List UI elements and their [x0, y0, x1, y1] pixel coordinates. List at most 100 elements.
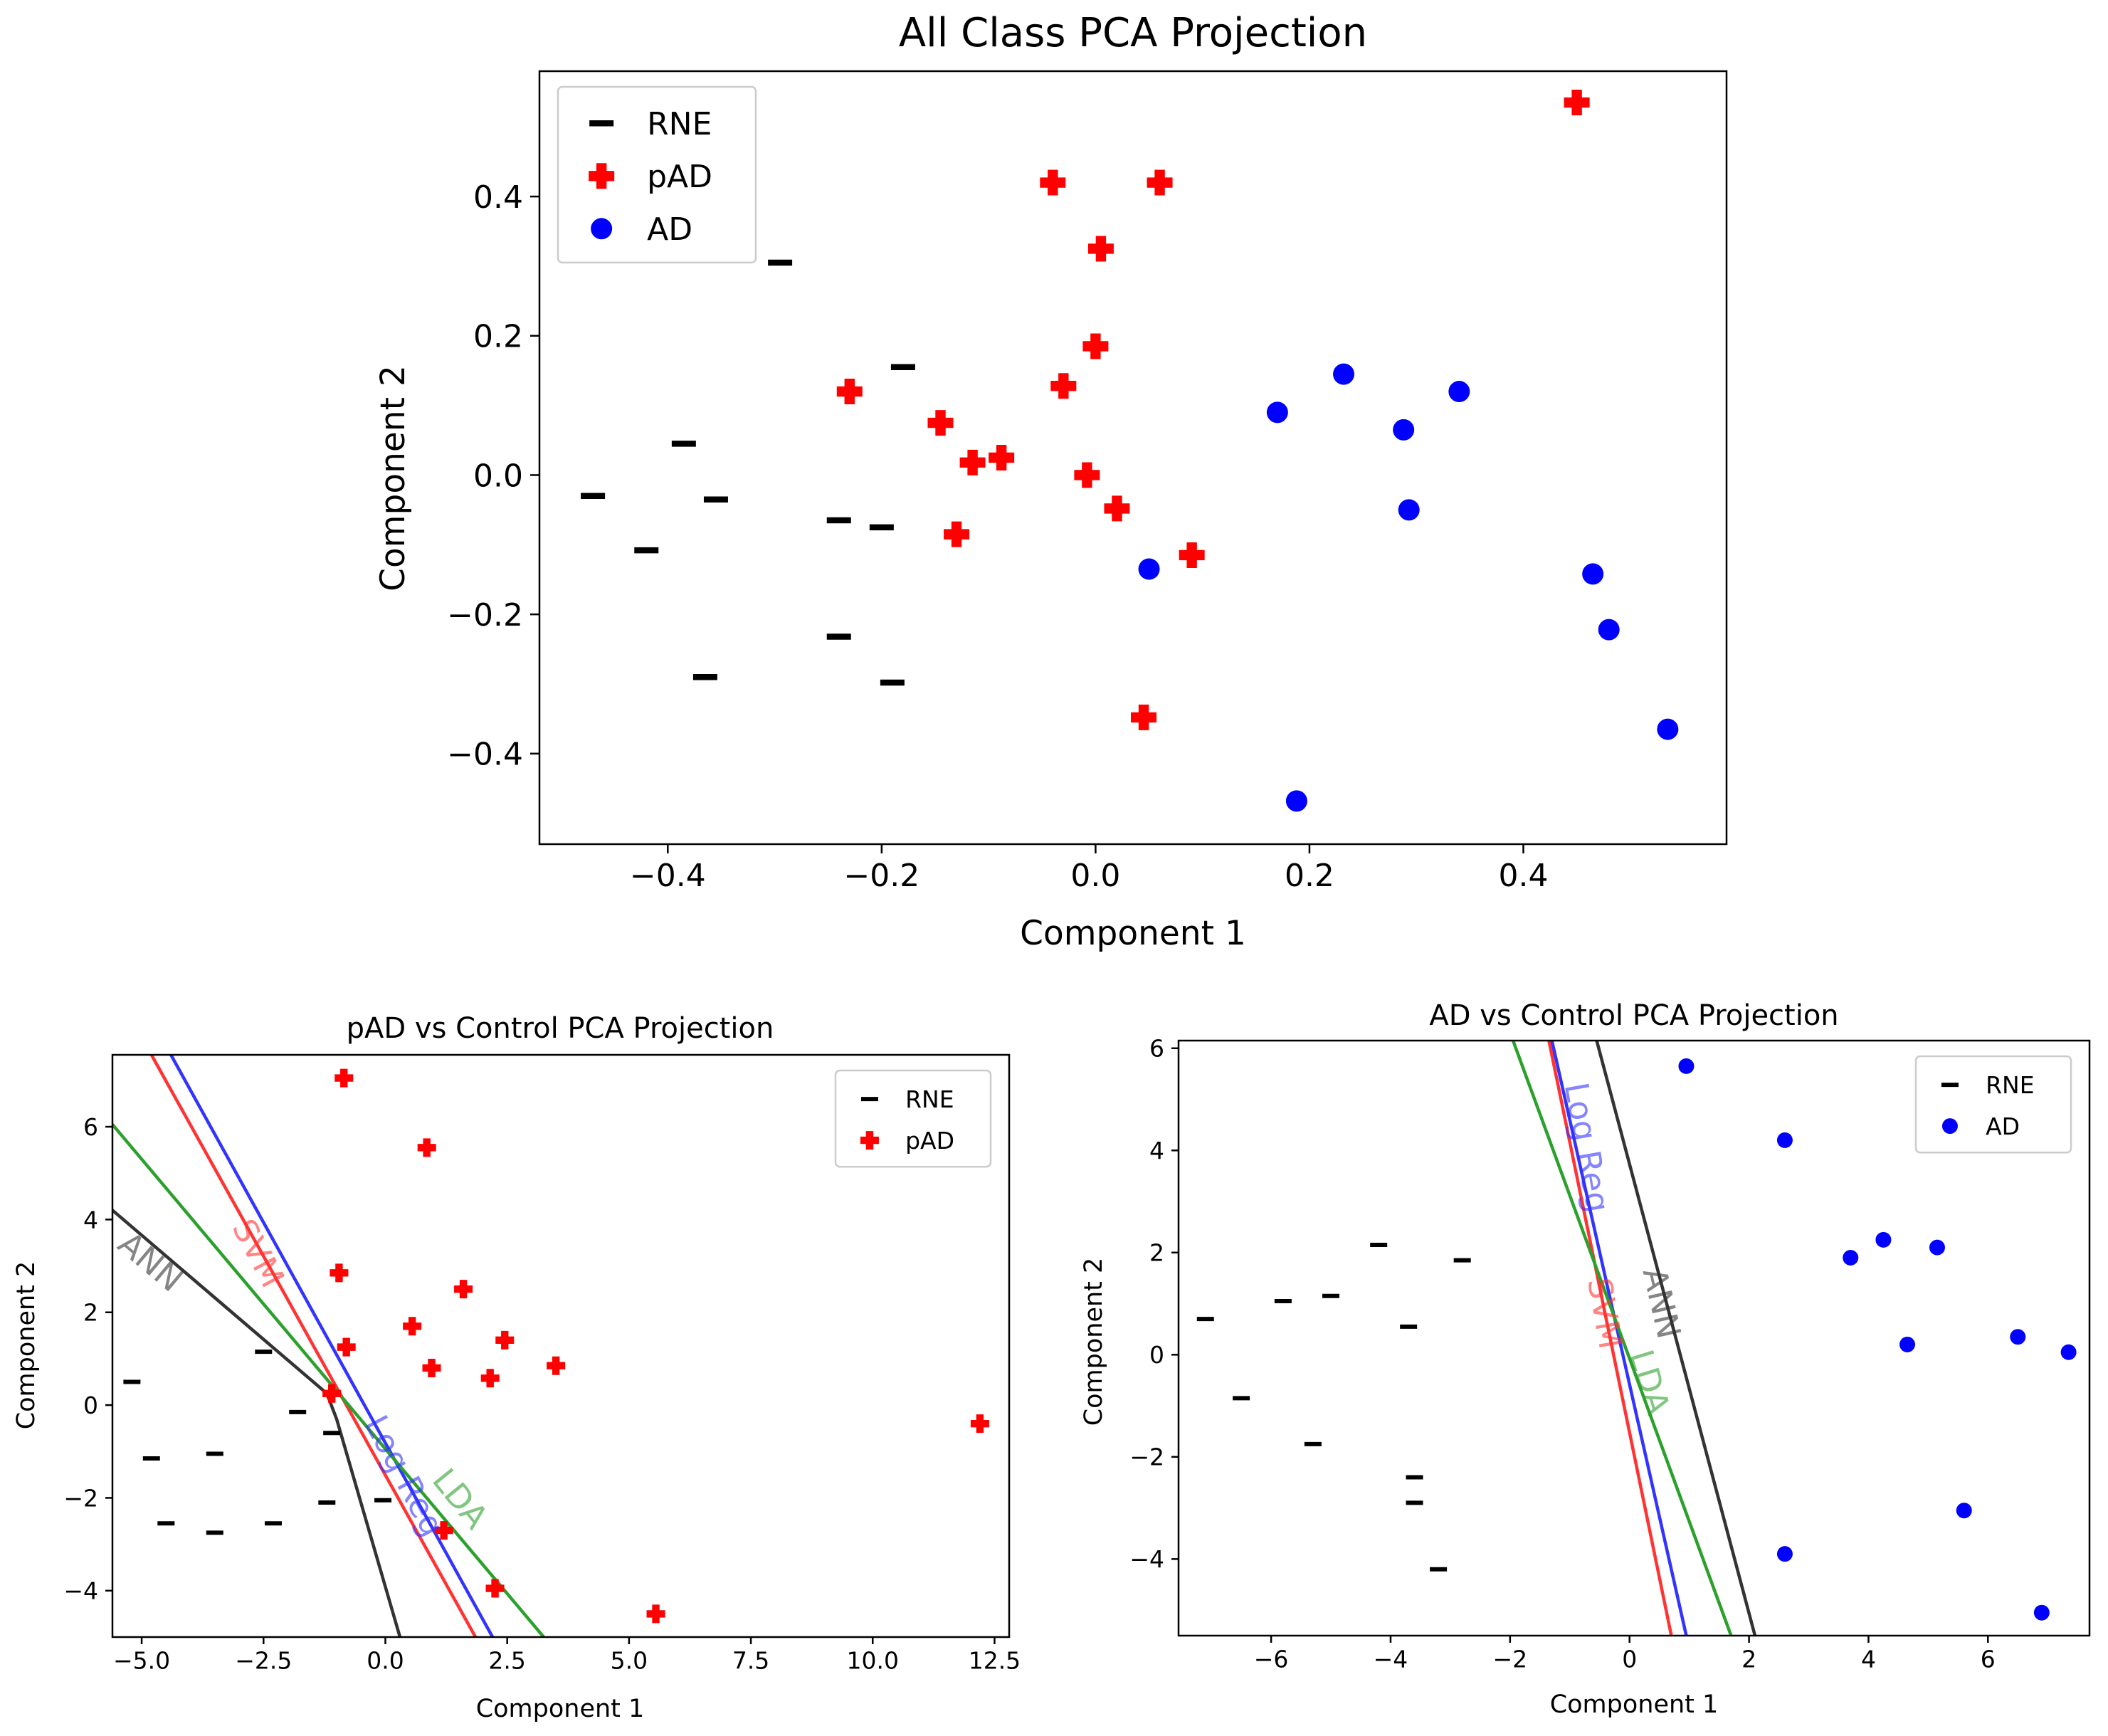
pad-plus-marker	[589, 163, 615, 189]
pad-plus-marker	[330, 1263, 349, 1283]
pad-plus-marker	[1082, 333, 1109, 359]
y-tick-label: 0.0	[473, 458, 523, 494]
y-axis-label: Component 2	[374, 365, 413, 591]
x-tick-label: 0.4	[1498, 858, 1548, 894]
ad-circle-marker	[1285, 790, 1307, 812]
decision-boundaries	[1511, 1041, 1757, 1636]
x-tick-label: 0.0	[367, 1647, 404, 1675]
pad-plus-marker	[1040, 169, 1066, 196]
y-tick-label: −4	[63, 1577, 98, 1605]
pad-plus-marker	[1147, 169, 1173, 196]
pad-series	[322, 1068, 989, 1624]
ad-circle-marker	[1776, 1546, 1793, 1562]
legend-label: AD	[1986, 1112, 2020, 1140]
x-axis-label: Component 1	[1550, 1690, 1719, 1719]
ad-circle-marker	[2010, 1329, 2026, 1345]
ad-circle-marker	[2060, 1344, 2077, 1360]
x-tick-label: −0.4	[630, 858, 706, 894]
x-tick-label: −6	[1254, 1646, 1289, 1673]
y-axis-label: Component 2	[1080, 1258, 1108, 1426]
ad-circle-marker	[1582, 563, 1604, 585]
ad-circle-marker	[1843, 1249, 1859, 1266]
chart-title: pAD vs Control PCA Projection	[347, 1012, 774, 1045]
legend-label: pAD	[905, 1127, 954, 1154]
ad-circle-marker	[591, 218, 613, 240]
pad-plus-marker	[485, 1579, 505, 1598]
pad-plus-marker	[836, 379, 863, 405]
pad-plus-marker	[403, 1317, 422, 1336]
lda-boundary-line	[112, 1123, 545, 1637]
y-tick-label: −0.4	[447, 737, 523, 773]
y-tick-label: 6	[1149, 1035, 1164, 1063]
y-axis-label: Component 2	[12, 1261, 41, 1430]
pad-plus-marker	[1564, 90, 1590, 116]
ann-boundary-label: ANN	[1635, 1264, 1688, 1342]
ann-boundary-line	[1595, 1041, 1757, 1636]
panel-left: pAD vs Control PCA Projection Component …	[12, 1012, 1021, 1723]
x-tick-label: −4	[1374, 1646, 1408, 1673]
pad-plus-marker	[944, 521, 970, 547]
panel-right: AD vs Control PCA Projection Component 1…	[1080, 999, 2091, 1719]
pad-plus-marker	[959, 449, 986, 475]
pad-plus-marker	[417, 1138, 436, 1157]
x-tick-label: −2	[1493, 1646, 1528, 1673]
pad-plus-marker	[1087, 236, 1114, 262]
panel-top: All Class PCA Projection Component 1 Com…	[374, 10, 1728, 953]
log-reg-boundary-label: Log Reg	[1557, 1080, 1618, 1216]
pad-plus-marker	[860, 1131, 879, 1150]
y-tick-label: 6	[83, 1113, 98, 1141]
y-tick-label: −2	[63, 1484, 98, 1512]
y-tick-label: 4	[83, 1206, 98, 1233]
ad-circle-marker	[1899, 1336, 1915, 1352]
ad-circle-marker	[1941, 1118, 1958, 1135]
x-tick-label: 5.0	[611, 1647, 648, 1675]
plot-area: −0.4 −0.2 0.0 0.2 0.4 −0.4 −0.2 0.0 0.2 0.4 RNE pAD…	[447, 70, 1728, 894]
y-tick-label: 0.2	[473, 319, 523, 355]
pad-plus-marker	[480, 1369, 500, 1388]
x-tick-label: 10.0	[847, 1647, 899, 1675]
x-tick-label: 2	[1741, 1646, 1756, 1673]
pad-plus-marker	[495, 1330, 515, 1350]
legend: RNE pAD AD	[557, 85, 757, 264]
x-tick-label: 6	[1981, 1646, 1996, 1673]
pad-plus-marker	[334, 1068, 354, 1088]
pad-plus-marker	[927, 410, 954, 436]
ann-boundary-label: ANN	[111, 1224, 191, 1300]
legend: RNE pAD	[834, 1069, 992, 1168]
pad-plus-marker	[1131, 704, 1157, 730]
pad-plus-marker	[547, 1356, 566, 1375]
ad-circle-marker	[2033, 1604, 2050, 1621]
y-tick-label: 2	[1149, 1239, 1164, 1267]
log-reg-boundary-line	[1550, 1041, 1688, 1636]
legend-label: pAD	[647, 159, 712, 195]
pad-plus-marker	[989, 445, 1015, 470]
ad-series	[1138, 363, 1679, 812]
rne-series	[123, 1350, 392, 1535]
plot-frame	[1177, 1039, 2091, 1637]
x-tick-label: 0	[1622, 1646, 1637, 1673]
x-tick-label: 0.0	[1070, 858, 1120, 894]
legend: RNE AD	[1914, 1055, 2072, 1154]
pad-plus-marker	[454, 1280, 473, 1299]
ad-series	[1678, 1058, 2077, 1621]
legend-box	[557, 85, 757, 264]
y-tick-label: 4	[1149, 1137, 1164, 1164]
rne-series	[1196, 1243, 1471, 1572]
plot-frame	[538, 70, 1728, 846]
y-tick-label: −0.2	[447, 597, 523, 633]
pad-plus-marker	[1074, 462, 1100, 488]
x-tick-label: −0.2	[843, 858, 919, 894]
ad-circle-marker	[1393, 419, 1415, 441]
pad-plus-marker	[434, 1521, 453, 1540]
ad-circle-marker	[1929, 1239, 1945, 1256]
x-tick-label: 0.2	[1285, 858, 1334, 894]
pad-plus-marker	[1050, 373, 1077, 399]
x-tick-label: −2.5	[235, 1647, 292, 1675]
x-tick-label: −5.0	[113, 1647, 170, 1675]
y-tick-label: 0	[83, 1392, 98, 1419]
pad-plus-marker	[1179, 542, 1205, 568]
pad-plus-marker	[322, 1384, 342, 1403]
